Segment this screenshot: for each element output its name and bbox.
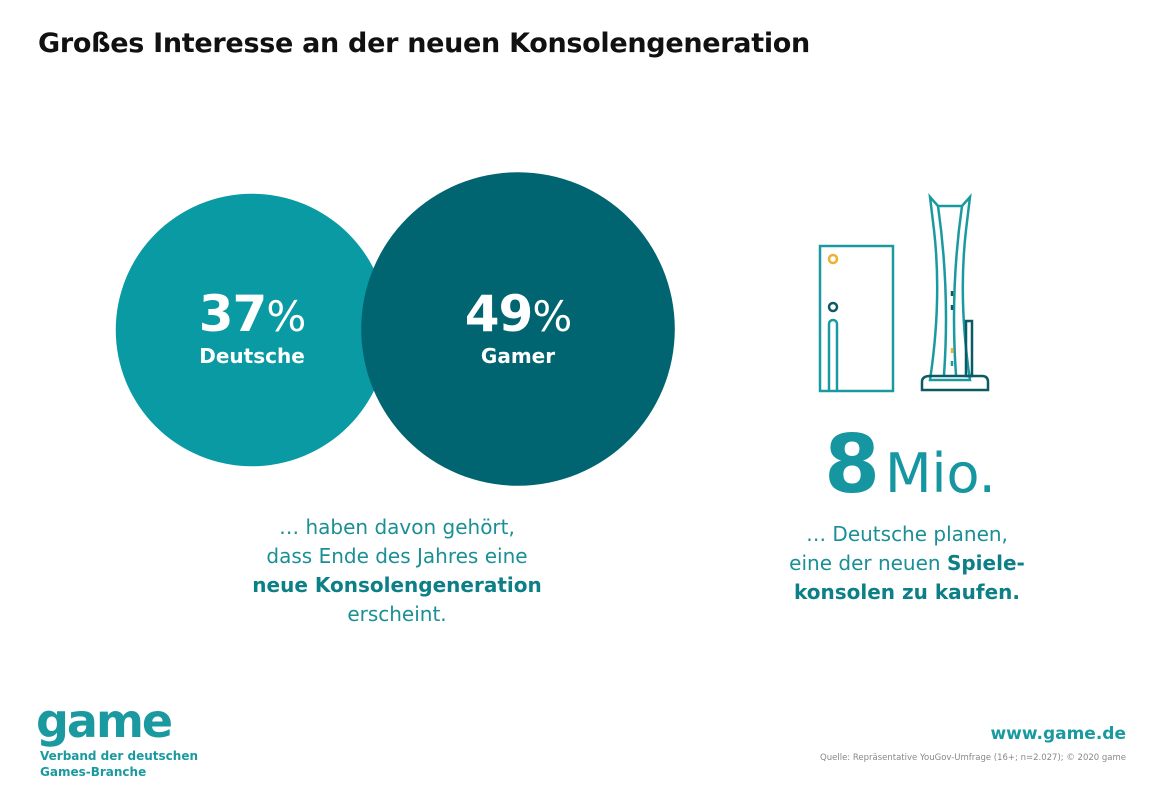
number: 8: [824, 418, 880, 511]
left-description: … haben davon gehört, dass Ende des Jahr…: [197, 513, 597, 629]
desc-bold: Spiele-: [946, 551, 1025, 575]
website-link[interactable]: www.game.de: [990, 724, 1126, 744]
label-deutsche: Deutsche: [199, 344, 305, 368]
percent-sign: %: [266, 292, 306, 341]
desc-bold: neue Konsolengeneration: [252, 573, 542, 597]
logo-sub-line: Games-Branche: [40, 765, 147, 779]
headline-number: 8 Mio.: [760, 425, 1060, 505]
game-logo: game: [36, 694, 173, 748]
desc-line: erscheint.: [347, 602, 447, 626]
desc-line: eine der neuen: [789, 551, 947, 575]
label-gamer: Gamer: [480, 344, 556, 368]
playstation-5-icon: [920, 193, 990, 392]
right-description: … Deutsche planen, eine der neuen Spiele…: [707, 520, 1107, 607]
logo-sub-line: Verband der deutschen: [40, 749, 198, 763]
bubble-gamer: [361, 172, 675, 486]
xbox-series-x-icon: [818, 244, 895, 393]
unit: Mio.: [884, 442, 996, 505]
value-deutsche-number: 37: [198, 285, 268, 343]
percent-sign: %: [532, 292, 572, 341]
desc-bold: konsolen zu kaufen.: [794, 580, 1020, 604]
logo-subtitle: Verband der deutschen Games-Branche: [40, 748, 198, 780]
bubble-deutsche: [115, 193, 389, 467]
desc-line: … Deutsche planen,: [806, 522, 1008, 546]
value-deutsche: 37%: [132, 285, 372, 343]
page-title: Großes Interesse an der neuen Konsolenge…: [38, 28, 810, 59]
value-gamer-number: 49: [464, 285, 534, 343]
source-note: Quelle: Repräsentative YouGov-Umfrage (1…: [820, 753, 1126, 763]
desc-line: … haben davon gehört,: [279, 515, 515, 539]
value-gamer: 49%: [398, 285, 638, 343]
desc-line: dass Ende des Jahres eine: [266, 544, 528, 568]
